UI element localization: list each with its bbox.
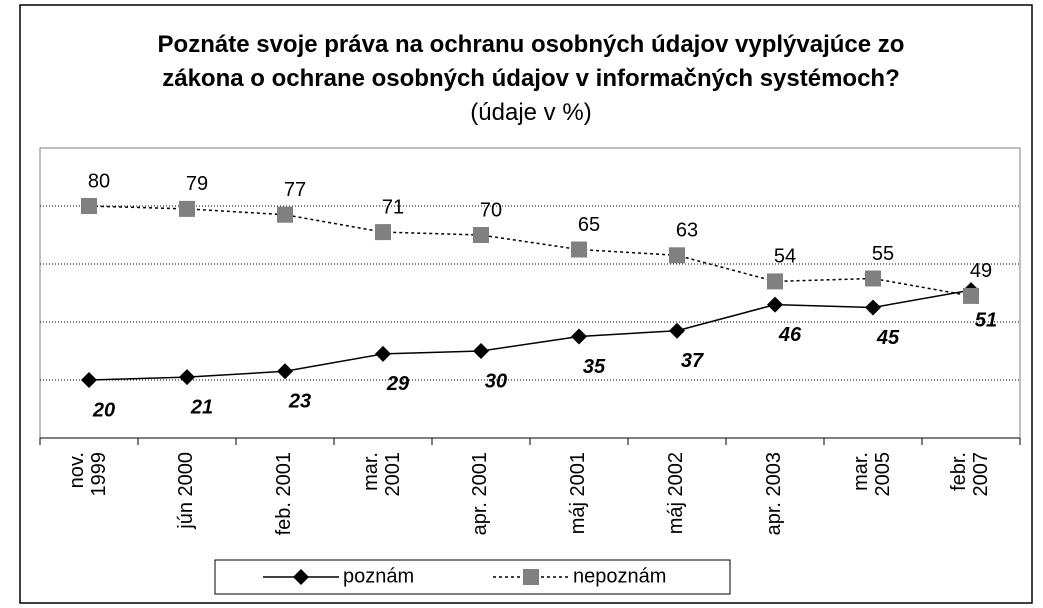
series-line (88, 289, 972, 381)
marker (571, 241, 587, 258)
chart-title-block: Poznáte svoje práva na ochranu osobných … (151, 28, 911, 130)
marker (767, 296, 783, 313)
marker (375, 224, 391, 241)
x-tick-label: apr. 2001 (469, 452, 491, 535)
marker (767, 273, 783, 290)
x-tick-label: mar.2001 (360, 452, 404, 497)
data-label: 63 (676, 220, 698, 242)
marker (473, 227, 489, 243)
data-label: 70 (480, 199, 502, 221)
data-label: 23 (288, 391, 311, 413)
data-label: 46 (778, 324, 802, 346)
marker (571, 328, 587, 345)
marker (865, 270, 881, 287)
data-label: 35 (583, 356, 606, 378)
data-label: 54 (774, 246, 796, 268)
x-tick-label: máj 2002 (665, 452, 687, 534)
data-label: 80 (88, 170, 110, 192)
x-tick-label: máj 2001 (567, 452, 589, 534)
marker (277, 206, 293, 223)
marker (669, 322, 685, 339)
data-label: 71 (382, 196, 404, 218)
data-label: 51 (975, 309, 997, 331)
x-tick-label: febr.2007 (948, 452, 992, 497)
data-label: 30 (485, 370, 507, 392)
x-tick-label: mar.2005 (850, 452, 894, 497)
x-tick-label: jún 2000 (175, 452, 197, 530)
data-label: 79 (186, 173, 208, 195)
data-label: 21 (190, 396, 213, 418)
marker (963, 287, 979, 304)
legend-label: nepoznám (573, 565, 666, 587)
marker (473, 343, 489, 359)
marker (277, 363, 293, 380)
data-label: 77 (284, 179, 306, 201)
x-tick-label: feb. 2001 (273, 452, 295, 535)
x-tick-label: apr. 2003 (763, 452, 785, 535)
marker (81, 372, 97, 388)
legend-marker (293, 569, 309, 585)
data-label: 45 (876, 327, 900, 349)
data-label: 65 (578, 214, 600, 236)
data-label: 29 (386, 373, 410, 395)
frame (19, 4, 1033, 604)
marker (669, 247, 685, 264)
series-line (88, 205, 972, 297)
legend-marker (523, 569, 539, 585)
data-label: 20 (92, 399, 115, 421)
chart-subtitle: (údaje v %) (470, 99, 592, 126)
chart-title: Poznáte svoje práva na ochranu osobných … (157, 31, 905, 92)
legend-label: poznám (343, 565, 414, 587)
marker (179, 369, 195, 386)
marker (81, 198, 97, 214)
data-label: 49 (970, 260, 992, 282)
marker (375, 345, 391, 362)
marker (865, 299, 881, 316)
data-label: 37 (681, 350, 704, 372)
marker (179, 200, 195, 217)
data-label: 55 (872, 243, 894, 265)
x-tick-label: nov.1999 (66, 452, 110, 497)
